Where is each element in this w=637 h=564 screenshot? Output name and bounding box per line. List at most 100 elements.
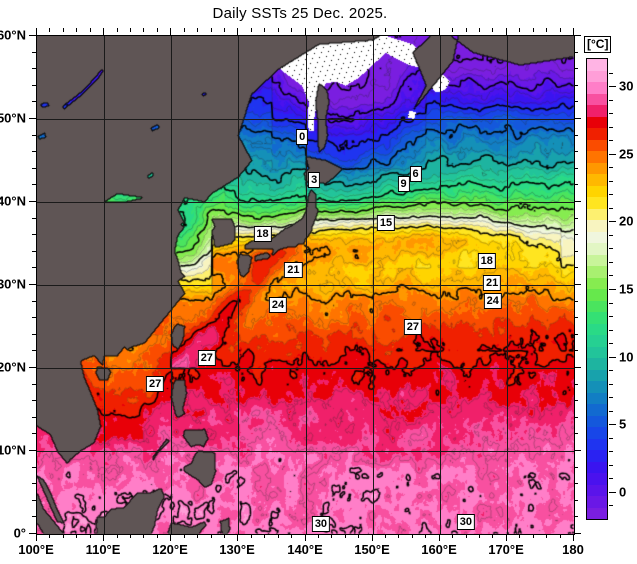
y-axis-label: 10°N <box>0 442 26 458</box>
y-axis-minor-tick-right <box>574 516 578 517</box>
colorbar-minor-tick <box>609 411 613 412</box>
x-axis-minor-tick <box>452 534 453 538</box>
x-axis-label: 180 <box>562 542 584 557</box>
x-axis-minor-tick-top <box>398 28 399 32</box>
contour-label: 18 <box>477 252 496 269</box>
x-axis-minor-tick-top <box>479 28 480 32</box>
x-axis-minor-tick-top <box>452 28 453 32</box>
colorbar-band <box>587 59 607 71</box>
colorbar-minor-tick <box>609 140 613 141</box>
colorbar-tick <box>609 357 616 358</box>
x-axis-minor-tick <box>76 534 77 538</box>
y-axis-minor-tick-right <box>574 417 578 418</box>
colorbar-minor-tick <box>609 181 613 182</box>
x-axis-minor-tick <box>318 534 319 538</box>
colorbar-band <box>587 231 607 243</box>
contour-label: 30 <box>311 516 331 533</box>
x-axis-minor-tick-top <box>425 28 426 32</box>
contour-label: 3 <box>308 172 321 189</box>
y-axis-label: 50°N <box>0 110 26 126</box>
contour-label: 27 <box>403 318 423 335</box>
y-axis-minor-tick-right <box>574 168 578 169</box>
colorbar-band <box>587 174 607 186</box>
x-axis-tick-top <box>506 28 507 35</box>
x-axis-tick <box>36 534 37 541</box>
y-axis-tick <box>29 118 36 119</box>
contour-label: 0 <box>296 129 309 146</box>
colorbar-minor-tick <box>609 343 613 344</box>
x-axis-minor-tick <box>492 534 493 538</box>
y-axis-minor-tick <box>32 101 36 102</box>
y-axis-tick <box>29 367 36 368</box>
x-axis-minor-tick-top <box>533 28 534 32</box>
x-axis-minor-tick <box>533 534 534 538</box>
x-axis-minor-tick <box>211 534 212 538</box>
x-axis-minor-tick <box>398 534 399 538</box>
y-axis-tick <box>29 533 36 534</box>
x-axis-label: 150°E <box>354 542 390 557</box>
x-axis-tick <box>237 534 238 541</box>
x-axis-label: 160°E <box>421 542 457 557</box>
x-axis-minor-tick <box>63 534 64 538</box>
colorbar-band <box>587 162 607 174</box>
y-axis-minor-tick <box>32 483 36 484</box>
y-axis-minor-tick <box>32 267 36 268</box>
x-axis-tick <box>103 534 104 541</box>
colorbar-tick <box>609 221 616 222</box>
colorbar-band <box>587 185 607 197</box>
y-axis-minor-tick-right <box>574 184 578 185</box>
x-axis-minor-tick <box>157 534 158 538</box>
colorbar-band <box>587 392 607 404</box>
y-axis-label: 60°N <box>0 27 26 43</box>
x-axis-tick-top <box>573 28 574 35</box>
colorbar-tick-label: 30 <box>619 78 634 94</box>
colorbar-minor-tick <box>609 438 613 439</box>
y-axis-minor-tick-right <box>574 52 578 53</box>
colorbar-tick <box>609 492 616 493</box>
y-axis-minor-tick <box>32 135 36 136</box>
x-axis-minor-tick <box>412 534 413 538</box>
colorbar-band <box>587 473 607 485</box>
colorbar-band <box>587 220 607 232</box>
y-axis-tick <box>29 35 36 36</box>
colorbar-band <box>587 93 607 105</box>
x-axis-minor-tick-top <box>519 28 520 32</box>
colorbar-tick <box>609 424 616 425</box>
x-axis-tick-top <box>237 28 238 35</box>
x-axis-minor-tick-top <box>345 28 346 32</box>
y-axis-minor-tick-right <box>574 400 578 401</box>
colorbar-band <box>587 335 607 347</box>
colorbar-minor-tick <box>609 262 613 263</box>
colorbar-minor-tick <box>609 330 613 331</box>
x-axis-tick-top <box>36 28 37 35</box>
y-axis-label: 30°N <box>0 276 26 292</box>
colorbar-tick <box>609 86 616 87</box>
x-axis-minor-tick-top <box>546 28 547 32</box>
y-axis-minor-tick <box>32 516 36 517</box>
x-axis-minor-tick-top <box>264 28 265 32</box>
colorbar-band <box>587 404 607 416</box>
x-axis-minor-tick <box>479 534 480 538</box>
y-axis-minor-tick-right <box>574 251 578 252</box>
x-axis-minor-tick <box>385 534 386 538</box>
y-axis-minor-tick-right <box>574 334 578 335</box>
colorbar-minor-tick <box>609 127 613 128</box>
y-axis-minor-tick-right <box>574 483 578 484</box>
colorbar-minor-tick <box>609 370 613 371</box>
x-axis-tick <box>573 534 574 541</box>
x-axis-minor-tick-top <box>492 28 493 32</box>
x-axis-label: 130°E <box>219 542 255 557</box>
map-plot-area[interactable]: 0 3 6 9 15 18 18 21 21 24 24 27 27 27 30 30 <box>36 35 575 535</box>
colorbar-band <box>587 358 607 370</box>
x-axis-label: 140°E <box>287 542 323 557</box>
colorbar-band <box>587 243 607 255</box>
colorbar-minor-tick <box>609 397 613 398</box>
colorbar-minor-tick <box>609 505 613 506</box>
colorbar[interactable] <box>586 58 608 520</box>
colorbar-band <box>587 496 607 508</box>
colorbar-minor-tick <box>609 167 613 168</box>
colorbar-minor-tick <box>609 478 613 479</box>
x-axis-minor-tick <box>197 534 198 538</box>
contour-label: 27 <box>146 375 165 392</box>
x-axis-tick <box>305 534 306 541</box>
